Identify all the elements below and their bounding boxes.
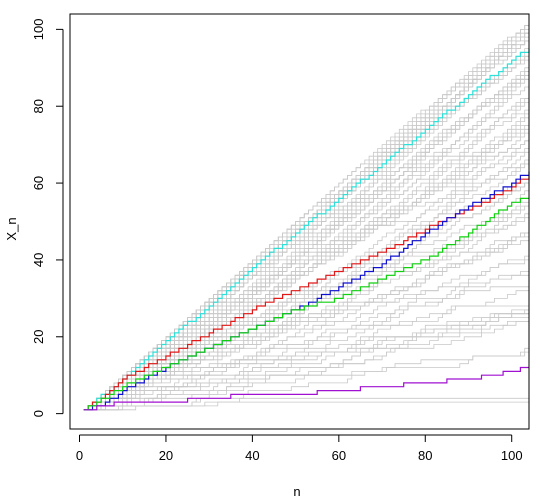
y-tick-label: 0 xyxy=(31,410,46,417)
x-tick-label: 80 xyxy=(418,448,432,463)
background-series-line xyxy=(83,148,530,411)
y-tick-label: 20 xyxy=(31,330,46,344)
series-line-cyan xyxy=(83,48,530,411)
axes-group: 0 20 40 60 80 100 0 20 40 60 80 100 xyxy=(31,13,530,463)
plot-frame xyxy=(69,13,530,430)
x-tick-label: 100 xyxy=(501,448,523,463)
y-tick-label: 100 xyxy=(31,19,46,41)
highlighted-series-group xyxy=(83,48,530,411)
y-tick-label: 80 xyxy=(31,99,46,113)
x-tick-label: 40 xyxy=(245,448,259,463)
y-axis-title: X_n xyxy=(4,217,19,240)
background-series-line xyxy=(83,286,530,411)
series-line-green xyxy=(83,197,529,411)
x-tick-label: 60 xyxy=(332,448,346,463)
background-series-line xyxy=(83,56,530,411)
background-series-line xyxy=(83,106,530,411)
x-tick-label: 0 xyxy=(76,448,83,463)
y-tick-label: 40 xyxy=(31,253,46,267)
background-series-line xyxy=(83,351,529,411)
background-series-line xyxy=(83,52,530,411)
series-line-purple xyxy=(83,366,529,411)
x-axis-title: n xyxy=(293,484,300,499)
y-tick-label: 60 xyxy=(31,176,46,190)
background-series-line xyxy=(83,313,529,411)
background-series-line xyxy=(83,210,530,411)
x-tick-label: 20 xyxy=(159,448,173,463)
background-series-line xyxy=(83,313,529,411)
